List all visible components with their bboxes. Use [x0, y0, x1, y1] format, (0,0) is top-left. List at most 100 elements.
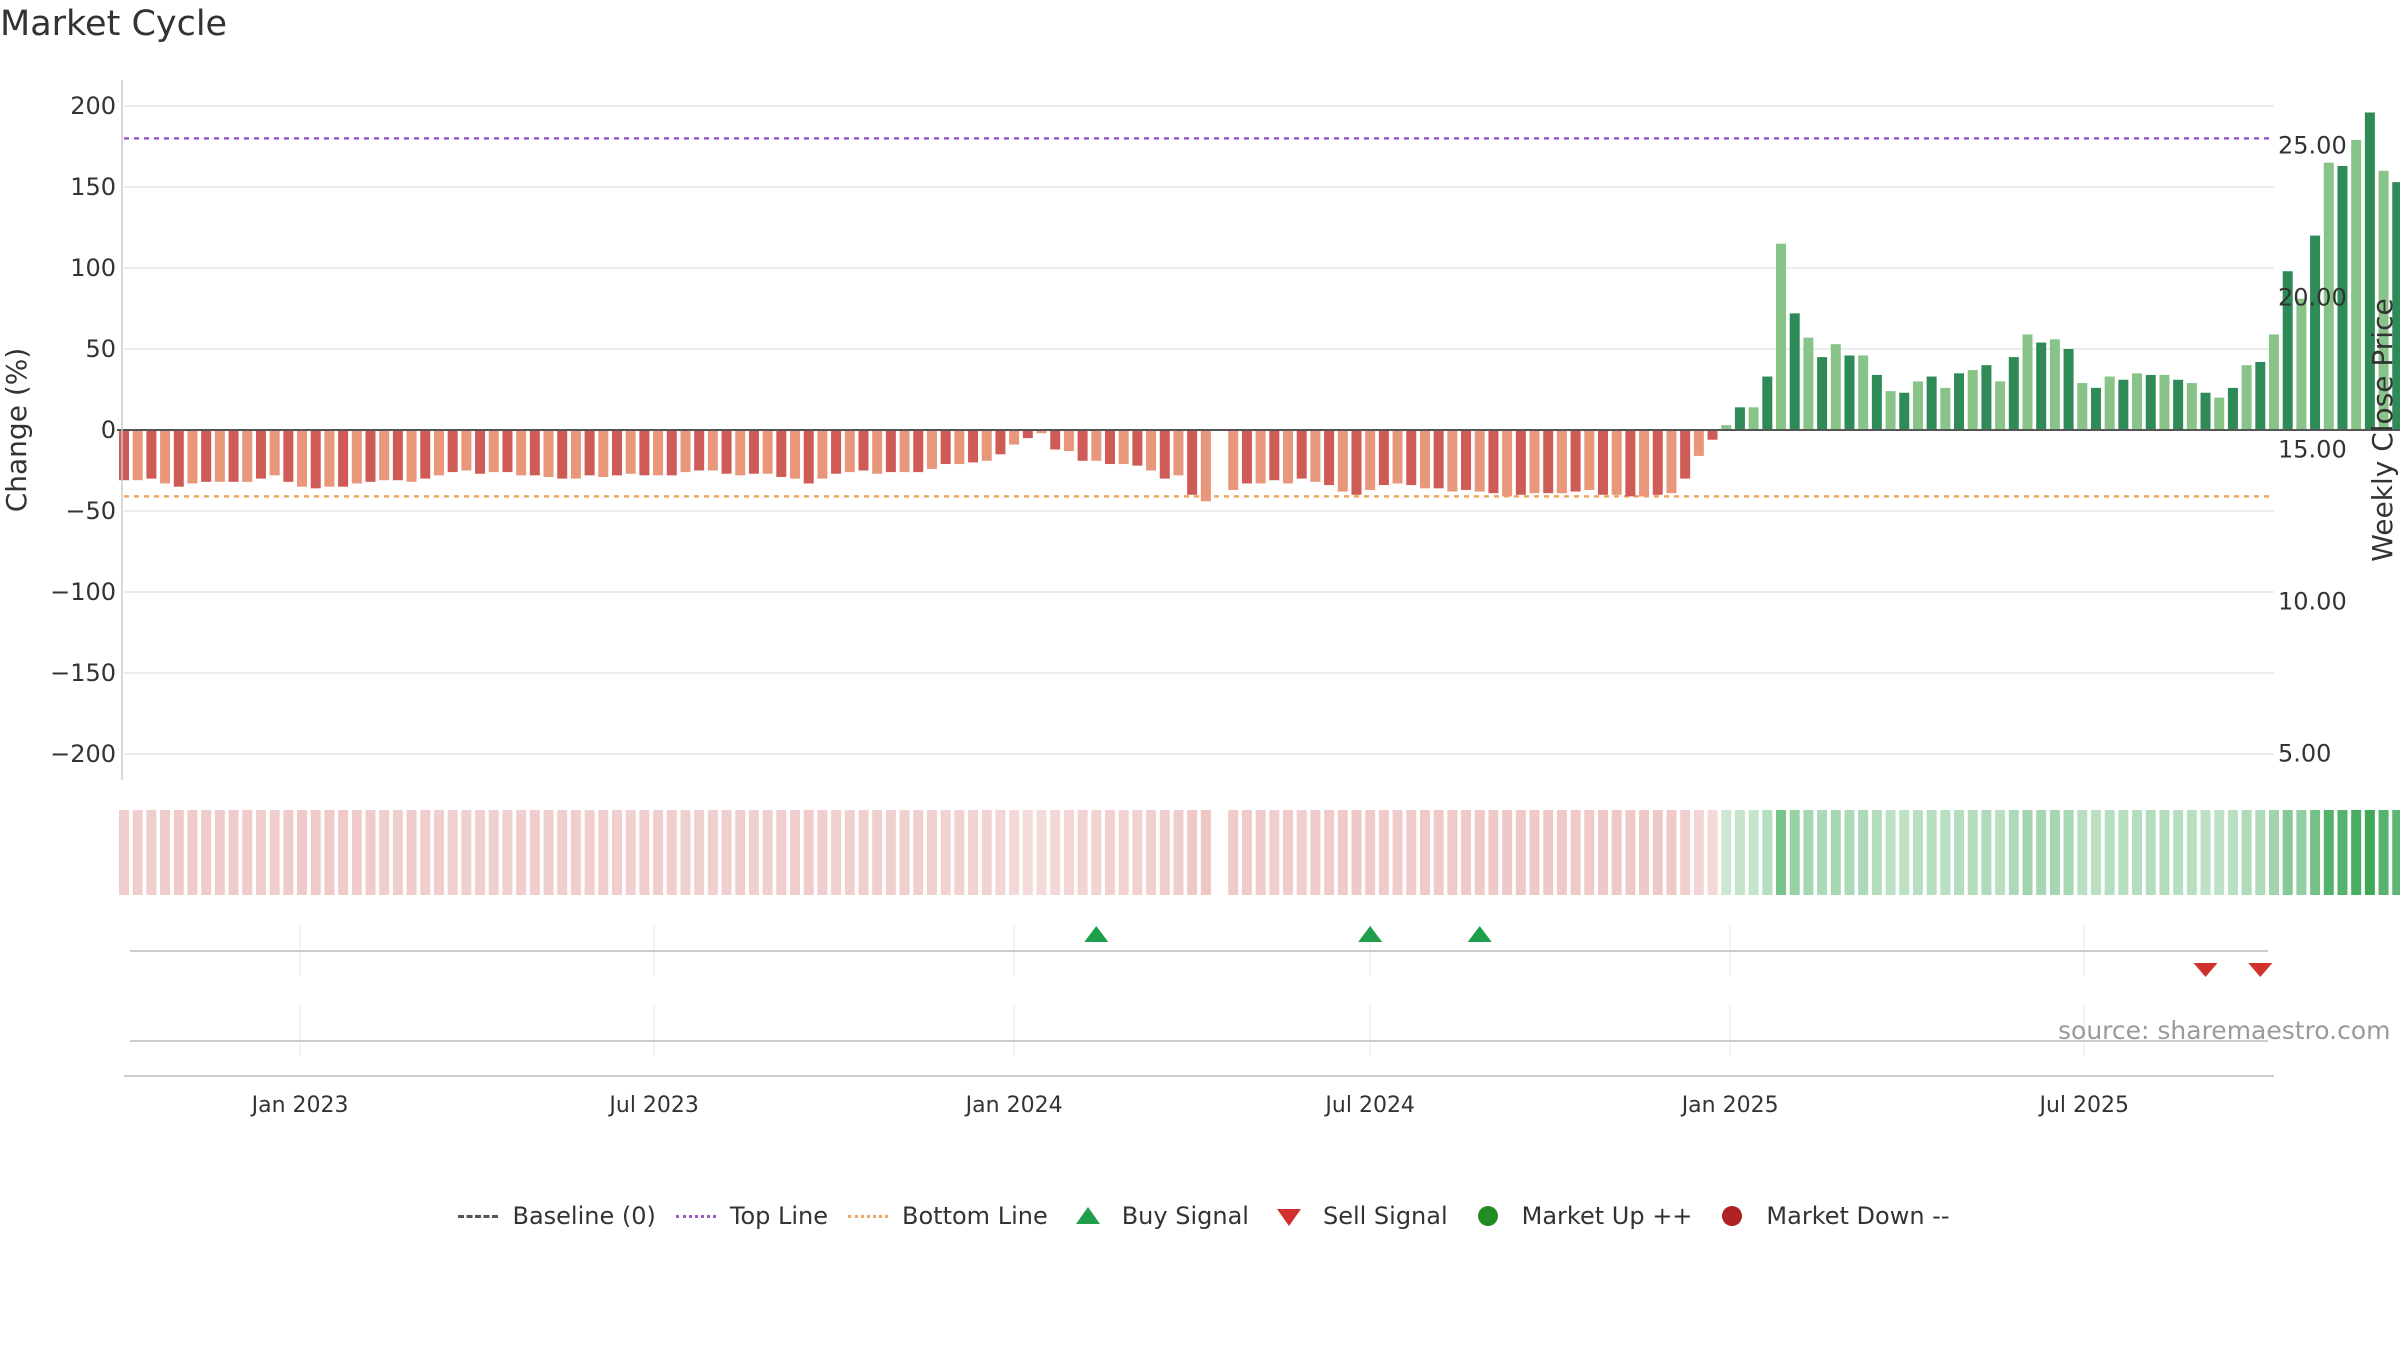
cycle-band — [2173, 810, 2184, 895]
cycle-band — [1871, 810, 1882, 895]
cycle-band — [1830, 810, 1841, 895]
change-bar — [2364, 112, 2375, 430]
change-bar — [433, 430, 444, 476]
dotted-line-icon — [668, 1204, 724, 1228]
change-bar — [1296, 430, 1307, 479]
cycle-band — [242, 810, 253, 895]
change-bar — [2337, 165, 2348, 430]
cycle-band — [1474, 810, 1485, 895]
cycle-band — [803, 810, 814, 895]
change-bar — [119, 430, 129, 481]
cycle-band — [2269, 810, 2279, 895]
change-bar — [735, 430, 746, 476]
cycle-band — [543, 810, 554, 895]
change-bar — [2173, 379, 2184, 430]
cycle-band — [201, 810, 212, 895]
cycle-band — [1721, 810, 1732, 895]
change-bar — [721, 430, 732, 474]
cycle-band — [2036, 810, 2047, 895]
change-bar — [885, 430, 896, 473]
cycle-band — [598, 810, 609, 895]
change-bar — [365, 430, 376, 482]
change-bar — [1050, 430, 1061, 450]
cycle-strip — [119, 810, 2400, 895]
change-bar — [1187, 430, 1198, 495]
change-bar — [297, 430, 308, 487]
cycle-band — [2077, 810, 2088, 895]
cycle-band — [899, 810, 910, 895]
cycle-band — [1365, 810, 1376, 895]
change-bar — [1721, 425, 1732, 430]
change-bar — [1940, 387, 1951, 430]
change-bar — [310, 430, 321, 489]
change-bar — [940, 430, 951, 465]
change-bar — [1885, 391, 1896, 430]
change-bar — [1173, 430, 1184, 476]
cycle-band — [885, 810, 896, 895]
change-bar — [1324, 430, 1335, 486]
dashed-line-icon — [450, 1204, 506, 1228]
cycle-band — [2323, 810, 2334, 895]
cycle-band — [584, 810, 595, 895]
cycle-band — [1803, 810, 1814, 895]
cycle-band — [187, 810, 198, 895]
change-bar — [2145, 374, 2156, 430]
change-bar — [1981, 365, 1992, 430]
change-bar — [2310, 235, 2321, 430]
circle-icon — [1704, 1204, 1760, 1228]
cycle-band — [2337, 810, 2348, 895]
cycle-band — [2255, 810, 2266, 895]
change-bar — [1419, 430, 1430, 489]
cycle-band — [1022, 810, 1033, 895]
cycle-band — [283, 810, 294, 895]
cycle-band — [2118, 810, 2129, 895]
change-bar — [1899, 392, 1910, 430]
change-bar — [1858, 355, 1869, 430]
cycle-band — [1337, 810, 1348, 895]
change-bar — [2378, 170, 2389, 431]
change-bar — [146, 430, 157, 479]
change-bar — [2090, 387, 2101, 430]
x-tick-label: Jul 2024 — [1323, 1093, 1415, 1118]
cycle-band — [1050, 810, 1061, 895]
change-bar — [2118, 379, 2129, 430]
cycle-band — [310, 810, 321, 895]
cycle-band — [1652, 810, 1663, 895]
change-bar — [776, 430, 787, 477]
change-bar — [1447, 430, 1458, 492]
cycle-band — [625, 810, 636, 895]
cycle-band — [447, 810, 458, 895]
left-tick-label: 100 — [70, 254, 116, 282]
cycle-band — [132, 810, 143, 895]
cycle-band — [721, 810, 732, 895]
cycle-band — [1570, 810, 1581, 895]
cycle-band — [214, 810, 225, 895]
left-tick-label: 0 — [101, 416, 116, 444]
x-tick-label: Jul 2023 — [607, 1093, 699, 1118]
cycle-band — [1406, 810, 1417, 895]
buy-signal-marker — [1084, 926, 1109, 942]
change-bar — [2351, 140, 2362, 430]
cycle-band — [1693, 810, 1704, 895]
change-bar — [611, 430, 622, 476]
change-bar — [1817, 357, 1828, 430]
left-tick-label: −200 — [50, 740, 116, 768]
change-bar — [954, 430, 965, 465]
legend-label: Market Up ++ — [1521, 1202, 1693, 1230]
cycle-band — [2022, 810, 2033, 895]
cycle-band — [1063, 810, 1074, 895]
cycle-band — [611, 810, 622, 895]
change-bar — [1871, 374, 1882, 430]
change-bar — [762, 430, 773, 474]
change-bar — [913, 430, 924, 473]
cycle-band — [926, 810, 937, 895]
cycle-band — [790, 810, 801, 895]
cycle-band — [228, 810, 239, 895]
change-bar — [1378, 430, 1389, 486]
change-bar — [1365, 430, 1376, 490]
cycle-band — [1899, 810, 1910, 895]
change-bar — [1502, 430, 1513, 497]
change-bar — [2214, 397, 2225, 430]
cycle-band — [1488, 810, 1499, 895]
cycle-band — [420, 810, 431, 895]
